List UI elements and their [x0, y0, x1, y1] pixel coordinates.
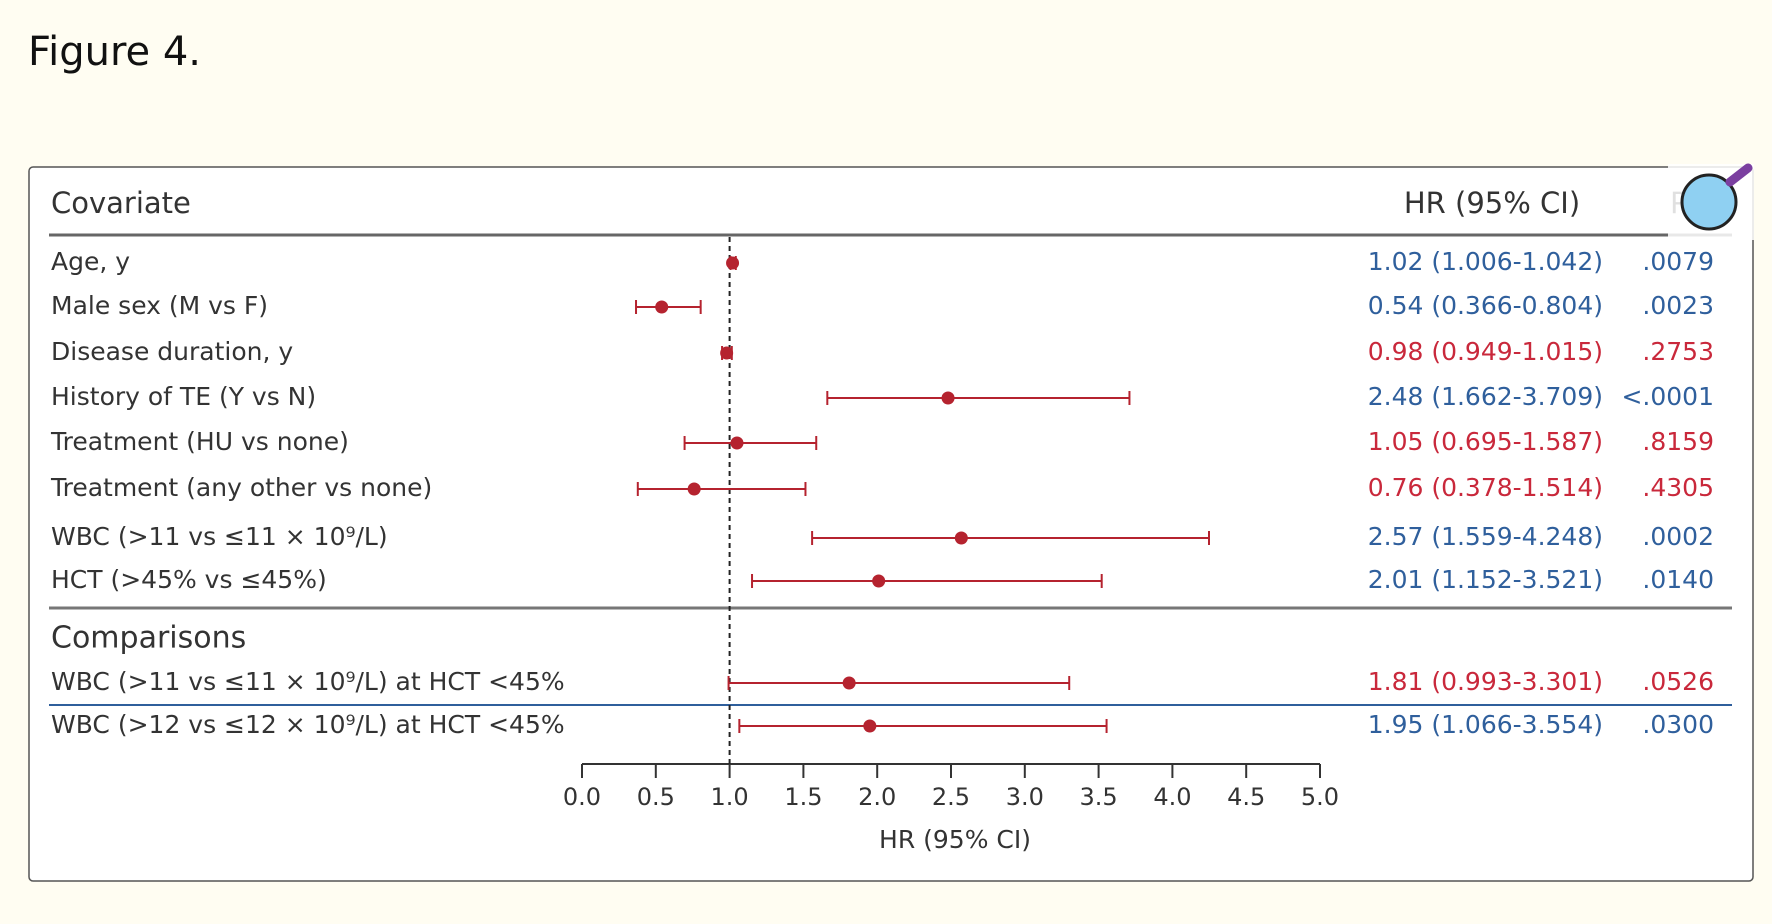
- hr-label: 0.98 (0.949-1.015): [1368, 337, 1603, 366]
- row-label: WBC (>12 vs ≤12 × 10⁹/L) at HCT <45%: [51, 710, 565, 739]
- x-tick-label: 1.5: [784, 783, 822, 811]
- row-label: Disease duration, y: [51, 337, 293, 366]
- section-title: Comparisons: [51, 621, 246, 656]
- x-tick-label: 0.0: [563, 783, 601, 811]
- x-tick-label: 2.5: [932, 783, 970, 811]
- p-value: .0079: [1642, 247, 1714, 276]
- x-tick-label: 5.0: [1301, 783, 1339, 811]
- p-value: .4305: [1642, 473, 1714, 502]
- p-value: .0023: [1642, 291, 1714, 320]
- x-tick-label: 4.5: [1227, 783, 1265, 811]
- point-estimate: [655, 300, 669, 314]
- row-label: HCT (>45% vs ≤45%): [51, 565, 327, 594]
- x-tick-label: 2.0: [858, 783, 896, 811]
- hr-label: 1.05 (0.695-1.587): [1368, 427, 1603, 456]
- x-tick-label: 0.5: [637, 783, 675, 811]
- p-value: .0002: [1642, 522, 1714, 551]
- hr-label: 0.76 (0.378-1.514): [1368, 473, 1603, 502]
- row-label: Treatment (HU vs none): [50, 427, 349, 456]
- x-tick-label: 1.0: [711, 783, 749, 811]
- p-value: .8159: [1642, 427, 1714, 456]
- point-estimate: [872, 574, 886, 588]
- x-tick-label: 4.0: [1153, 783, 1191, 811]
- row-label: WBC (>11 vs ≤11 × 10⁹/L) at HCT <45%: [51, 667, 565, 696]
- p-value: <.0001: [1621, 382, 1714, 411]
- figure-title: Figure 4.: [28, 29, 201, 75]
- hr-label: 1.95 (1.066-3.554): [1368, 710, 1603, 739]
- point-estimate: [726, 256, 740, 270]
- magnifier-icon[interactable]: [1668, 163, 1754, 240]
- point-estimate: [730, 436, 744, 450]
- p-value: .2753: [1642, 337, 1714, 366]
- point-estimate: [720, 346, 734, 360]
- row-label: History of TE (Y vs N): [51, 382, 316, 411]
- row-label: WBC (>11 vs ≤11 × 10⁹/L): [51, 522, 388, 551]
- row-label: Age, y: [51, 247, 130, 276]
- point-estimate: [687, 482, 701, 496]
- point-estimate: [954, 531, 968, 545]
- column-header: HR (95% CI): [1404, 186, 1580, 220]
- point-estimate: [863, 719, 877, 733]
- hr-label: 2.01 (1.152-3.521): [1368, 565, 1603, 594]
- p-value: .0526: [1642, 667, 1714, 696]
- hr-label: 1.81 (0.993-3.301): [1368, 667, 1603, 696]
- hr-label: 2.48 (1.662-3.709): [1368, 382, 1603, 411]
- point-estimate: [941, 391, 955, 405]
- x-tick-label: 3.5: [1080, 783, 1118, 811]
- hr-label: 2.57 (1.559-4.248): [1368, 522, 1603, 551]
- x-axis-title: HR (95% CI): [879, 825, 1031, 854]
- panel: [28, 166, 1754, 882]
- point-estimate: [842, 676, 856, 690]
- hr-label: 1.02 (1.006-1.042): [1368, 247, 1603, 276]
- x-tick-label: 3.0: [1006, 783, 1044, 811]
- row-label: Male sex (M vs F): [51, 291, 268, 320]
- p-value: .0140: [1642, 565, 1714, 594]
- row-label: Treatment (any other vs none): [50, 473, 432, 502]
- hr-label: 0.54 (0.366-0.804): [1368, 291, 1603, 320]
- p-value: .0300: [1642, 710, 1714, 739]
- column-header: Covariate: [51, 186, 191, 220]
